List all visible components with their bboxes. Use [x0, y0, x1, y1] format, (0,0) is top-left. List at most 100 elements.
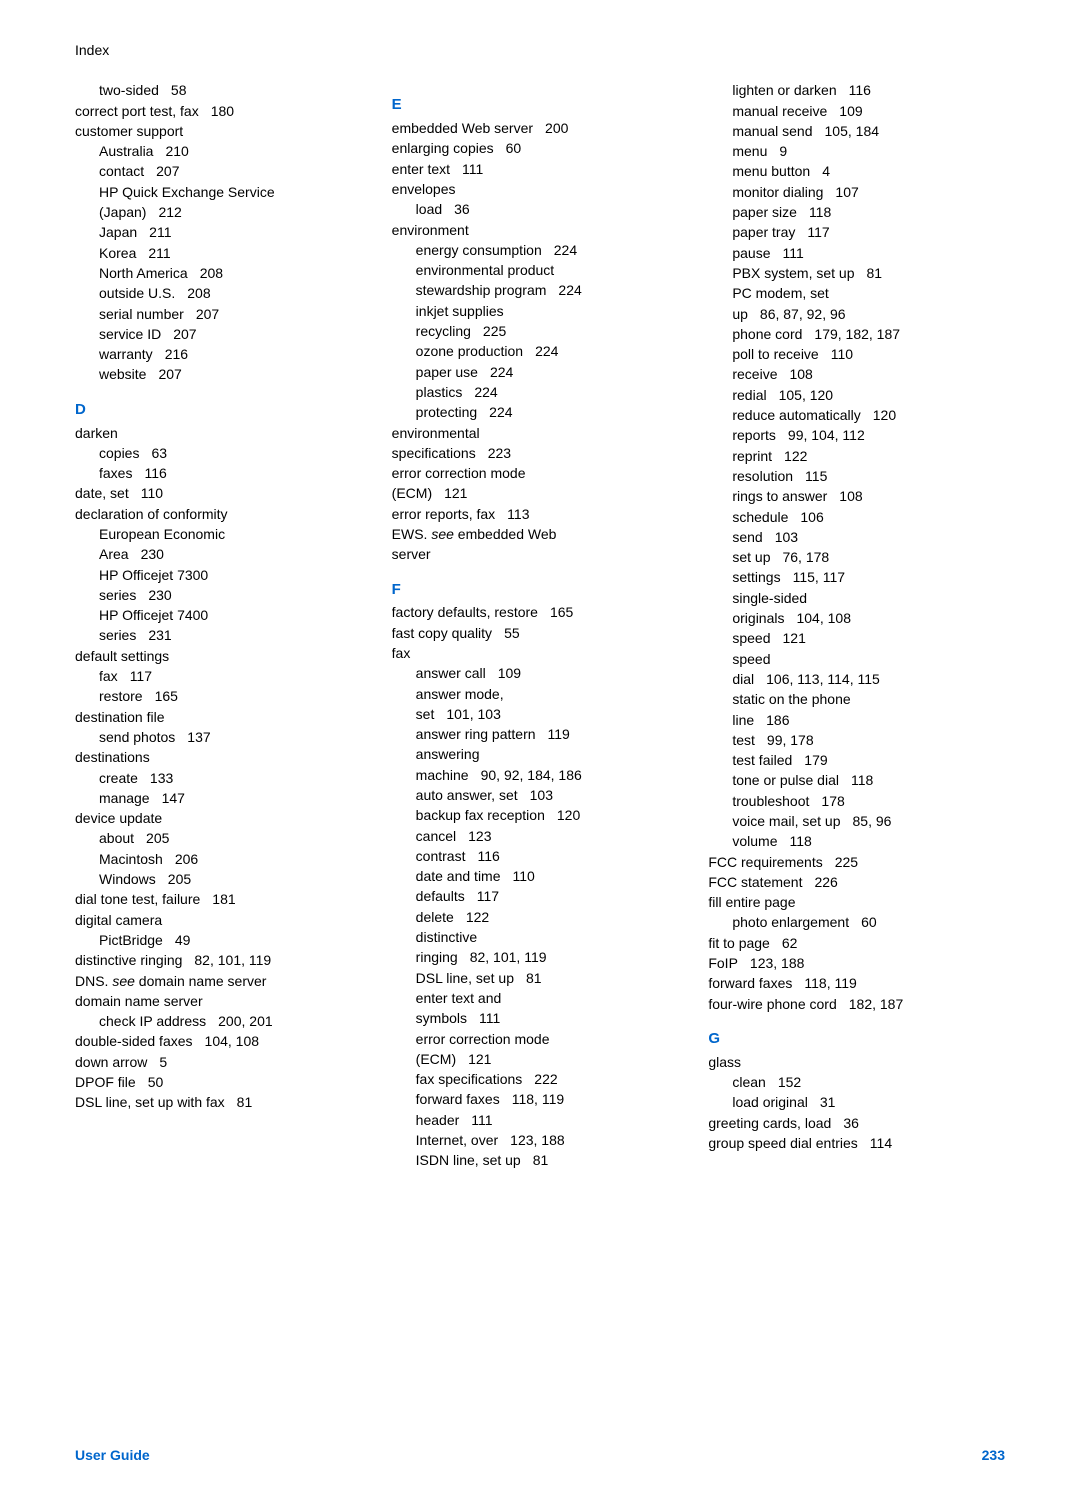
entry-page: 123, 188: [750, 955, 805, 971]
entry-label: Macintosh: [99, 851, 163, 867]
index-entry: correct port test, fax180: [75, 101, 372, 121]
entry-label: poll to receive: [732, 346, 818, 362]
index-subentry: manage147: [75, 788, 372, 808]
entry-label: down arrow: [75, 1054, 147, 1070]
entry-label: fax specifications: [416, 1071, 523, 1087]
index-subentry: inkjet supplies: [392, 301, 689, 321]
index-subentry: environmental product: [392, 260, 689, 280]
index-entry: FCC statement226: [708, 872, 1005, 892]
index-subentry: contact207: [75, 161, 372, 181]
section-letter: F: [392, 579, 689, 601]
entry-label: DSL line, set up: [416, 970, 514, 986]
entry-label: destinations: [75, 749, 150, 765]
entry-label: (Japan): [99, 204, 146, 220]
entry-label: manage: [99, 790, 150, 806]
index-subentry: volume118: [708, 831, 1005, 851]
index-entry: fit to page62: [708, 933, 1005, 953]
entry-page: 121: [783, 630, 806, 646]
entry-label: DNS. see domain name server: [75, 973, 266, 989]
index-subentry: (Japan) 212: [75, 202, 372, 222]
entry-page: 211: [148, 245, 170, 261]
entry-page: 120: [873, 407, 896, 423]
entry-page: 223: [488, 445, 511, 461]
index-subentry: lighten or darken116: [708, 80, 1005, 100]
index-entry: group speed dial entries114: [708, 1133, 1005, 1153]
entry-page: 116: [849, 82, 871, 98]
entry-label: set: [416, 706, 435, 722]
entry-label: error correction mode: [392, 465, 526, 481]
index-subentry: single-sided: [708, 588, 1005, 608]
entry-label: answer ring pattern: [416, 726, 536, 742]
index-entry: down arrow5: [75, 1052, 372, 1072]
index-entry: FoIP123, 188: [708, 953, 1005, 973]
entry-page: 108: [839, 488, 862, 504]
entry-page: 58: [171, 82, 187, 98]
entry-page: 117: [807, 224, 829, 240]
entry-label: paper tray: [732, 224, 795, 240]
entry-label: stewardship program: [416, 282, 547, 298]
entry-label: recycling: [416, 323, 471, 339]
entry-label: greeting cards, load: [708, 1115, 831, 1131]
index-subentry: menu9: [708, 141, 1005, 161]
entry-label: distinctive: [416, 929, 477, 945]
entry-page: 90, 92, 184, 186: [481, 767, 582, 783]
entry-label: environment: [392, 222, 469, 238]
entry-page: 110: [513, 868, 535, 884]
entry-page: 36: [454, 201, 470, 217]
index-subentry: ringing82, 101, 119: [392, 947, 689, 967]
index-subentry: speed121: [708, 628, 1005, 648]
index-subentry: ozone production224: [392, 341, 689, 361]
entry-page: 207: [173, 326, 196, 342]
entry-label: default settings: [75, 648, 169, 664]
index-subentry: symbols111: [392, 1008, 689, 1028]
entry-label: contrast: [416, 848, 466, 864]
entry-page: 207: [158, 366, 181, 382]
entry-label: answering: [416, 746, 480, 762]
entry-page: 224: [535, 343, 558, 359]
entry-label: outside U.S.: [99, 285, 175, 301]
entry-page: 231: [148, 627, 171, 643]
entry-label: double-sided faxes: [75, 1033, 193, 1049]
index-subentry: protecting224: [392, 402, 689, 422]
entry-page: 222: [534, 1071, 557, 1087]
entry-label: (ECM): [416, 1051, 456, 1067]
entry-label: load: [416, 201, 442, 217]
index-subentry: (ECM)121: [392, 1049, 689, 1069]
index-subentry: PBX system, set up81: [708, 263, 1005, 283]
entry-page: 180: [211, 103, 234, 119]
entry-label: error correction mode: [416, 1031, 550, 1047]
entry-label: HP Officejet 7400: [99, 607, 208, 623]
entry-label: Australia: [99, 143, 153, 159]
index-subentry: phone cord179, 182, 187: [708, 324, 1005, 344]
entry-page: 224: [489, 404, 512, 420]
entry-label: check IP address: [99, 1013, 206, 1029]
entry-label: fax: [392, 645, 411, 661]
entry-page: 200: [545, 120, 568, 136]
entry-label: cancel: [416, 828, 456, 844]
page-footer: User Guide 233: [75, 1445, 1005, 1465]
entry-page: 205: [146, 830, 169, 846]
index-entry: domain name server: [75, 991, 372, 1011]
entry-page: 210: [165, 143, 188, 159]
index-subentry: redial105, 120: [708, 385, 1005, 405]
index-entry: glass: [708, 1052, 1005, 1072]
index-subentry: stewardship program224: [392, 280, 689, 300]
index-subentry: test failed179: [708, 750, 1005, 770]
entry-page: 212: [158, 204, 181, 220]
entry-label: troubleshoot: [732, 793, 809, 809]
entry-page: 118: [809, 204, 831, 220]
entry-label: DPOF file: [75, 1074, 136, 1090]
entry-page: 99, 178: [767, 732, 814, 748]
index-subentry: faxes116: [75, 463, 372, 483]
entry-page: 118: [851, 772, 873, 788]
entry-label: warranty: [99, 346, 153, 362]
index-subentry: reports99, 104, 112: [708, 425, 1005, 445]
entry-label: up: [732, 306, 748, 322]
entry-page: 36: [843, 1115, 859, 1131]
index-subentry: monitor dialing107: [708, 182, 1005, 202]
index-entry: distinctive ringing82, 101, 119: [75, 950, 372, 970]
entry-page: 207: [156, 163, 179, 179]
entry-label: group speed dial entries: [708, 1135, 857, 1151]
entry-page: 186: [766, 712, 789, 728]
index-subentry: troubleshoot178: [708, 791, 1005, 811]
